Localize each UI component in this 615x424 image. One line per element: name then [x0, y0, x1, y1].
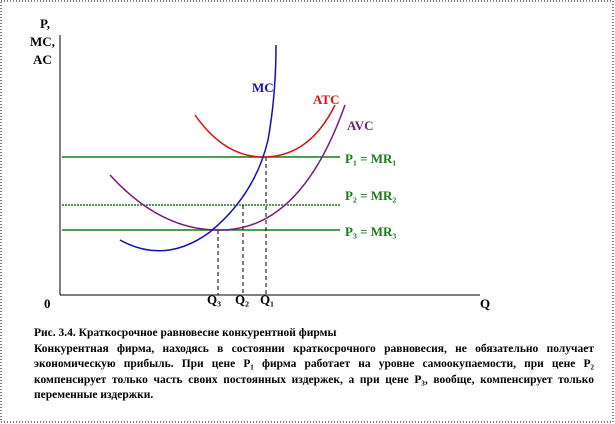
y-axis-label: AC [33, 52, 52, 67]
atc-label: ATC [313, 92, 339, 107]
caption-text: Конкурентная фирма, находясь в состоянии… [34, 342, 594, 402]
avc-label: AVC [347, 118, 374, 133]
y-axis-label: MC, [30, 34, 55, 49]
price-label: P₃ = MR₃ [345, 224, 396, 239]
x-axis-label: Q [480, 296, 490, 311]
mc-label: MC [252, 80, 274, 95]
price-label: P₂ = MR₂ [345, 188, 396, 203]
mc-curve [119, 44, 277, 252]
atc-curve [194, 104, 336, 158]
y-axis-label: P, [40, 16, 50, 31]
q-label: Q₂ [235, 292, 249, 307]
q-label: Q₃ [207, 292, 221, 307]
q-label: Q₁ [260, 292, 274, 307]
caption-title: Рис. 3.4. Краткосрочное равновесие конку… [34, 327, 337, 339]
origin-label: 0 [44, 296, 51, 311]
caption: Рис. 3.4. Краткосрочное равновесие конку… [34, 326, 594, 404]
price-label: P₁ = MR₁ [345, 151, 396, 166]
avc-curve [109, 104, 346, 231]
